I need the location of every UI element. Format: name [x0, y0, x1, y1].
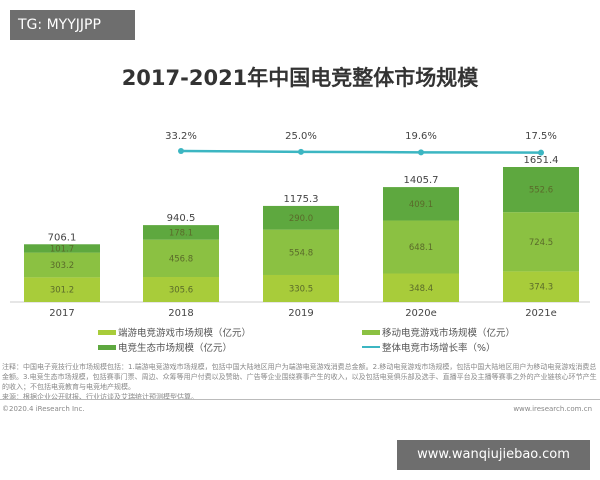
note-text: 注释：中国电子竞技行业市场规模包括：1.端游电竞游戏市场规模，包括中国大陆地区用…: [2, 363, 597, 391]
bar-value-label: 290.0: [289, 214, 313, 224]
bar-segment: [383, 273, 459, 302]
growth-line: [180, 149, 542, 154]
bar-segment: [263, 229, 339, 275]
legend-item-growth: 整体电竞市场增长率（%）: [362, 340, 496, 354]
growth-label: 33.2%: [165, 131, 197, 142]
watermark-bottom: www.wanqiujiebao.com: [397, 440, 590, 470]
legend-label: 整体电竞市场增长率（%）: [382, 343, 496, 354]
bar-segment: [383, 187, 459, 221]
legend-line-swatch: [362, 346, 380, 348]
legend-item-ecosystem: 电竞生态市场规模（亿元）: [98, 340, 232, 354]
bar-value-label: 101.7: [50, 244, 74, 254]
chart-title: 2017-2021年中国电竞整体市场规模: [121, 66, 479, 90]
site-url: www.iresearch.com.cn: [513, 405, 592, 413]
bar-value-label: 554.8: [289, 248, 313, 258]
bar-total-label: 1651.4: [524, 155, 559, 166]
bar-value-label: 552.6: [529, 186, 553, 196]
growth-point: [418, 149, 424, 156]
growth-point: [298, 148, 304, 155]
x-tick-label: 2020e: [405, 308, 437, 319]
x-tick-label: 2021e: [525, 308, 557, 319]
bar-value-label: 648.1: [409, 243, 433, 253]
bar-segment: [503, 212, 579, 272]
growth-label: 25.0%: [285, 131, 317, 142]
x-tick-label: 2017: [49, 308, 74, 319]
bar-segment: [143, 277, 219, 302]
legend-item-mobile: 移动电竞游戏市场规模（亿元）: [362, 325, 515, 339]
source-text: 来源：根据企业公开财报、行业访谈及艾瑞统计预测模型估算。: [2, 393, 198, 401]
bar-total-label: 706.1: [48, 232, 77, 243]
bar-segment: [263, 274, 339, 302]
legend-label: 电竞生态市场规模（亿元）: [118, 343, 233, 354]
bar-value-label: 303.2: [50, 261, 74, 271]
x-tick-label: 2019: [288, 308, 313, 319]
copyright: ©2020.4 iResearch Inc.: [2, 405, 85, 413]
growth-point: [538, 149, 544, 156]
bar-value-label: 724.5: [529, 238, 553, 248]
legend-swatch: [98, 329, 116, 335]
bar-segment: [263, 205, 339, 230]
bar-value-label: 409.1: [409, 200, 433, 210]
growth-point: [178, 148, 184, 154]
bar-value-label: 178.1: [169, 228, 193, 238]
bar-value-label: 456.8: [169, 254, 193, 264]
bar-segment: [24, 252, 100, 278]
bar-segment: [503, 167, 579, 213]
bar-total-label: 1175.3: [284, 194, 319, 205]
bar-segment: [143, 225, 219, 240]
bar-value-label: 330.5: [289, 284, 313, 294]
bar-value-label: 374.3: [529, 283, 553, 293]
legend-swatch: [98, 344, 116, 350]
legend-item-pc: 端游电竞游戏市场规模（亿元）: [98, 325, 251, 339]
bar-value-label: 301.2: [50, 286, 74, 296]
bar-value-label: 348.4: [409, 284, 433, 294]
x-tick-label: 2018: [168, 308, 193, 319]
bar-total-label: 1405.7: [404, 175, 439, 186]
bar-segment: [383, 220, 459, 274]
legend-swatch: [362, 329, 380, 335]
watermark-top: TG: MYYJJPP: [10, 10, 135, 40]
bar-segment: [24, 244, 100, 253]
bar-value-label: 305.6: [169, 286, 193, 296]
growth-label: 17.5%: [525, 131, 557, 142]
bar-segment: [24, 277, 100, 302]
bar-total-label: 940.5: [167, 213, 196, 224]
growth-label: 19.6%: [405, 131, 437, 142]
bar-segment: [503, 271, 579, 302]
chart-note: 注释：中国电子竞技行业市场规模包括：1.端游电竞游戏市场规模，包括中国大陆地区用…: [2, 362, 598, 402]
bar-segment: [143, 239, 219, 278]
divider: [0, 399, 600, 400]
legend-label: 移动电竞游戏市场规模（亿元）: [382, 328, 516, 339]
legend-label: 端游电竞游戏市场规模（亿元）: [118, 328, 252, 339]
